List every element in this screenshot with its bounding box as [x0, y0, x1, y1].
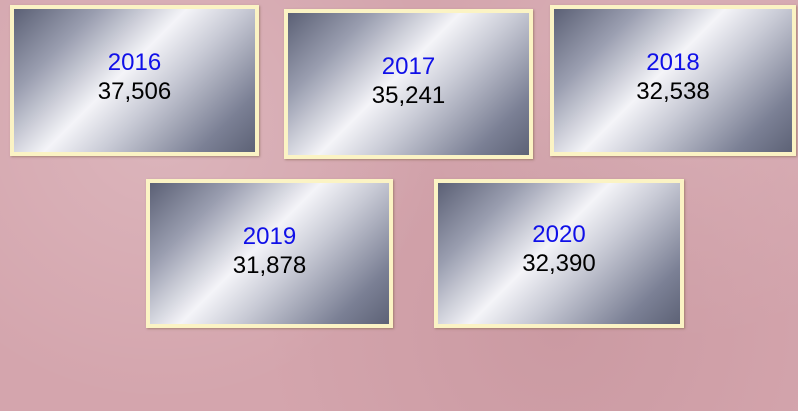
- card: 2017 35,241: [284, 9, 533, 159]
- card-value: 37,506: [97, 78, 172, 105]
- card-year: 2016: [107, 49, 162, 76]
- card-value: 32,538: [636, 78, 710, 105]
- card-value: 32,390: [522, 250, 596, 277]
- card-year: 2020: [532, 221, 586, 248]
- card-year: 2018: [646, 49, 700, 76]
- card: 2016 37,506: [10, 5, 259, 156]
- card: 2019 31,878: [146, 179, 393, 328]
- card: 2020 32,390: [434, 179, 684, 328]
- card-value: 35,241: [371, 82, 446, 109]
- card-year: 2017: [381, 53, 436, 80]
- card: 2018 32,538: [550, 5, 796, 156]
- card-year: 2019: [242, 223, 297, 250]
- card-value: 31,878: [232, 252, 307, 279]
